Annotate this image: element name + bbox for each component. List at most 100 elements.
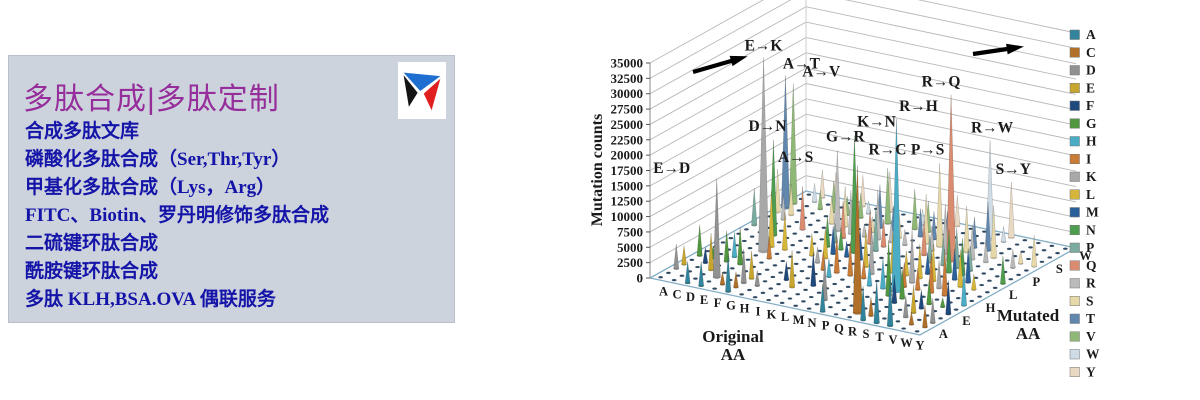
- floor-dot: [797, 281, 803, 284]
- annotation-R-W: R→W: [971, 120, 1014, 137]
- legend-swatch: [1069, 154, 1080, 164]
- floor-dot: [776, 283, 781, 286]
- floor-dot: [798, 239, 803, 242]
- floor-dot: [779, 301, 785, 304]
- floor-dot: [764, 268, 770, 271]
- y-tick-label: 20000: [611, 148, 644, 163]
- x-tick-label: Y: [916, 339, 925, 353]
- floor-dot: [904, 232, 910, 235]
- cone-T-to-S: [990, 205, 997, 258]
- floor-dot: [760, 291, 766, 294]
- cone-G-to-A: [725, 254, 732, 292]
- floor-dot: [977, 295, 982, 298]
- cone-H-to-Q: [840, 200, 847, 239]
- cone-S-to-Y: [1008, 182, 1015, 238]
- floor-dot: [766, 298, 771, 302]
- floor-dot: [1014, 243, 1020, 246]
- annotation-E-D: E→D: [653, 160, 690, 177]
- floor-dot: [679, 274, 685, 277]
- cone-N-to-I: [860, 259, 867, 279]
- legend-label: F: [1086, 98, 1094, 113]
- floor-dot: [807, 265, 813, 268]
- floor-dot: [992, 286, 998, 289]
- legend-swatch: [1069, 189, 1080, 200]
- floor-dot: [975, 265, 981, 268]
- legend-swatch: [1069, 349, 1080, 360]
- x-tick-label: S: [863, 327, 870, 341]
- floor-dot: [815, 219, 821, 222]
- cone-D-to-G: [723, 230, 730, 262]
- legend-label: H: [1086, 134, 1097, 149]
- z-tick-label: H: [986, 301, 996, 315]
- annotation-R-C: R→C: [869, 141, 907, 158]
- peptide-ad-panel: 多肽合成|多肽定制 合成多肽文库 磷酸化多肽合成（Ser,Thr,Tyr） 甲基化多…: [8, 55, 455, 323]
- cone-S-to-I: [914, 268, 921, 290]
- floor-dot: [1036, 241, 1041, 245]
- floor-dot: [817, 249, 822, 252]
- cone-T-to-I: [928, 252, 935, 293]
- x-tick-label: D: [686, 290, 695, 304]
- legend-label: Q: [1086, 258, 1097, 273]
- floor-dot: [1008, 278, 1014, 281]
- legend-swatch: [1069, 100, 1080, 111]
- floor-dot: [730, 267, 735, 270]
- floor-dot: [960, 232, 966, 235]
- cone-D-to-H: [731, 232, 738, 258]
- floor-dot: [693, 277, 698, 280]
- floor-dot: [973, 276, 979, 279]
- legend-swatch: [1069, 47, 1080, 58]
- floor-dot: [803, 288, 808, 291]
- y-tick-label: 5000: [617, 240, 643, 255]
- service-item: FITC、Biotin、罗丹明修饰多肽合成: [25, 205, 330, 226]
- floor-dot: [874, 279, 880, 283]
- floor-dot: [808, 295, 814, 299]
- cone-G-to-E: [748, 250, 755, 279]
- legend-item-W: W: [1069, 347, 1100, 362]
- floor-dot: [1016, 273, 1021, 276]
- cone-T-to-A: [873, 279, 880, 324]
- floor-dot: [810, 212, 815, 215]
- floor-dot: [813, 231, 819, 234]
- floor-dot: [923, 284, 928, 287]
- legend-label: Y: [1086, 364, 1096, 379]
- annotation-R-Q: R→Q: [922, 74, 961, 91]
- cone-R-to-H: [891, 119, 902, 292]
- cone-A-to-S: [774, 168, 781, 213]
- legend-swatch: [1069, 225, 1080, 235]
- floor-dot: [895, 320, 901, 323]
- cone-G-to-C: [733, 271, 739, 288]
- cone-A-to-G: [696, 224, 703, 256]
- x-tick-label: K: [767, 307, 777, 321]
- floor-dot: [982, 230, 987, 233]
- cone-M-to-T: [917, 208, 924, 237]
- z-axis-title: AA: [1016, 324, 1041, 343]
- cone-V-to-A: [886, 276, 894, 326]
- cone-S-to-C: [868, 297, 874, 316]
- floor-dot: [795, 293, 801, 296]
- x-tick-label: G: [726, 299, 736, 313]
- x-axis-title: AA: [721, 345, 746, 364]
- floor-dot: [772, 264, 778, 267]
- cone-V-to-I: [941, 249, 948, 296]
- floor-dot: [821, 226, 827, 229]
- x-tick-label: F: [714, 296, 722, 310]
- legend-swatch: [1069, 83, 1080, 93]
- floor-dot: [1024, 269, 1029, 272]
- legend-item-A: A: [1069, 27, 1096, 42]
- legend-swatch: [1069, 118, 1080, 129]
- floor-dot: [981, 272, 987, 275]
- legend-label: G: [1086, 116, 1097, 131]
- legend-label: M: [1086, 205, 1099, 220]
- y-tick-label: 7500: [617, 224, 643, 239]
- floor-dot: [877, 268, 882, 271]
- floor-dot: [745, 258, 751, 261]
- legend-swatch: [1069, 296, 1080, 306]
- z-tick-label: W: [1079, 249, 1092, 263]
- floor-dot: [819, 238, 825, 241]
- cone-C-to-Y: [819, 169, 826, 198]
- x-tick-label: W: [900, 336, 913, 350]
- cone-E-to-D: [712, 178, 721, 278]
- service-item: 二硫键环肽合成: [25, 233, 159, 254]
- cone-L-to-H: [826, 258, 832, 278]
- floor-dot: [955, 297, 961, 300]
